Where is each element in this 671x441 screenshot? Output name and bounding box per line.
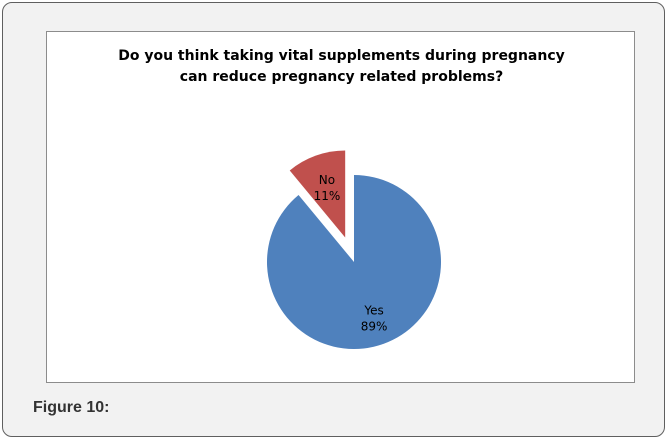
pie-slice-yes bbox=[267, 175, 442, 350]
chart-title: Do you think taking vital supplements du… bbox=[47, 46, 636, 88]
slice-value-label-yes: 89% bbox=[361, 320, 388, 334]
chart-title-line-1: Do you think taking vital supplements du… bbox=[118, 48, 565, 64]
slice-value-label-no: 11% bbox=[314, 189, 341, 203]
chart-area: Do you think taking vital supplements du… bbox=[46, 31, 635, 383]
figure-caption: Figure 10: bbox=[33, 399, 110, 416]
chart-title-line-2: can reduce pregnancy related problems? bbox=[179, 69, 504, 85]
pie-chart: Yes 89% No 11% bbox=[267, 150, 442, 350]
pie-slice-no bbox=[289, 150, 346, 238]
slice-category-label-yes: Yes bbox=[363, 304, 383, 318]
figure-container: Do you think taking vital supplements du… bbox=[2, 2, 665, 437]
slice-category-label-no: No bbox=[319, 173, 335, 187]
